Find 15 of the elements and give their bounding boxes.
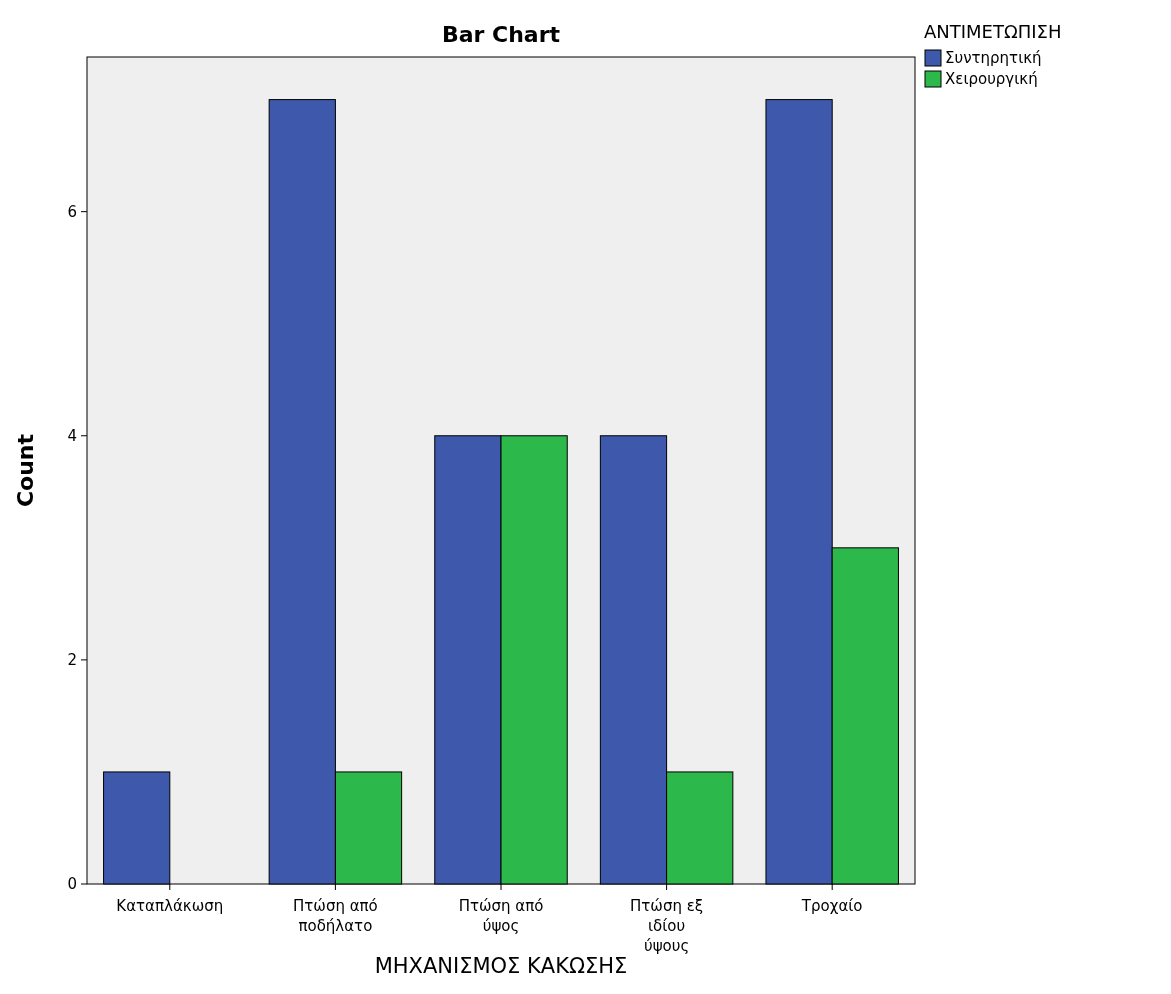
y-axis-title: Count	[13, 433, 38, 508]
legend-title: ΑΝΤΙΜΕΤΩΠΙΣΗ	[924, 21, 1062, 42]
y-tick-label: 4	[67, 427, 77, 446]
chart-title: Bar Chart	[441, 22, 561, 47]
x-tick-label: Πτώση εξ ιδίου ύψους	[630, 897, 704, 955]
legend-label: Χειρουργική	[945, 70, 1038, 89]
legend-label: Συντηρητική	[945, 49, 1042, 68]
x-axis-title: ΜΗΧΑΝΙΣΜΟΣ ΚΑΚΩΣΗΣ	[374, 954, 628, 978]
x-tick-label: Τροχαίο	[800, 897, 863, 915]
x-tick-label: Πτώση από ποδήλατο	[293, 897, 378, 935]
x-tick-label: Πτώση από ύψος	[458, 897, 544, 935]
y-tick-label: 6	[67, 202, 77, 221]
y-tick-label: 2	[67, 651, 77, 670]
y-tick-label: 0	[67, 875, 77, 894]
x-tick-label: Καταπλάκωση	[116, 897, 224, 915]
